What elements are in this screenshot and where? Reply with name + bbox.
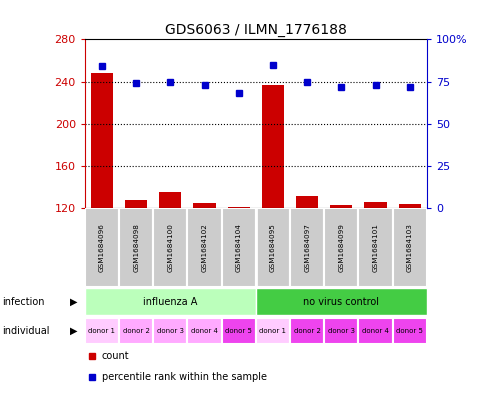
Bar bbox=[256, 318, 289, 344]
Bar bbox=[363, 202, 386, 208]
Bar bbox=[187, 318, 221, 344]
Bar bbox=[398, 204, 420, 208]
Bar bbox=[256, 288, 426, 315]
Bar bbox=[91, 73, 113, 208]
Bar bbox=[289, 208, 323, 287]
Bar bbox=[330, 205, 352, 208]
Text: donor 5: donor 5 bbox=[395, 328, 422, 334]
Bar bbox=[358, 208, 392, 287]
Text: GSM1684101: GSM1684101 bbox=[372, 223, 378, 272]
Text: GSM1684102: GSM1684102 bbox=[201, 223, 207, 272]
Text: GSM1684098: GSM1684098 bbox=[133, 223, 139, 272]
Text: influenza A: influenza A bbox=[143, 297, 197, 307]
Text: GSM1684097: GSM1684097 bbox=[303, 223, 309, 272]
Text: GSM1684103: GSM1684103 bbox=[406, 223, 412, 272]
Text: donor 3: donor 3 bbox=[327, 328, 354, 334]
Text: donor 2: donor 2 bbox=[293, 328, 320, 334]
Bar bbox=[119, 208, 153, 287]
Bar bbox=[324, 318, 358, 344]
Text: donor 1: donor 1 bbox=[88, 328, 115, 334]
Bar bbox=[256, 208, 289, 287]
Text: individual: individual bbox=[2, 326, 50, 336]
Text: GSM1684095: GSM1684095 bbox=[270, 223, 275, 272]
Text: GSM1684100: GSM1684100 bbox=[167, 223, 173, 272]
Title: GDS6063 / ILMN_1776188: GDS6063 / ILMN_1776188 bbox=[165, 23, 346, 37]
Text: ▶: ▶ bbox=[70, 297, 77, 307]
Text: count: count bbox=[102, 351, 129, 361]
Bar bbox=[125, 200, 147, 208]
Text: donor 2: donor 2 bbox=[122, 328, 149, 334]
Bar bbox=[227, 207, 249, 208]
Text: donor 1: donor 1 bbox=[259, 328, 286, 334]
Bar bbox=[221, 318, 256, 344]
Bar bbox=[85, 208, 119, 287]
Bar bbox=[85, 318, 119, 344]
Bar bbox=[159, 193, 181, 208]
Bar bbox=[392, 208, 426, 287]
Text: ▶: ▶ bbox=[70, 326, 77, 336]
Bar bbox=[392, 318, 426, 344]
Text: infection: infection bbox=[2, 297, 45, 307]
Text: GSM1684104: GSM1684104 bbox=[235, 223, 241, 272]
Bar bbox=[324, 208, 358, 287]
Bar bbox=[187, 208, 221, 287]
Bar bbox=[289, 318, 323, 344]
Text: no virus control: no virus control bbox=[302, 297, 378, 307]
Bar bbox=[153, 208, 187, 287]
Text: donor 4: donor 4 bbox=[191, 328, 217, 334]
Bar bbox=[221, 208, 256, 287]
Text: donor 3: donor 3 bbox=[156, 328, 183, 334]
Bar bbox=[153, 318, 187, 344]
Text: GSM1684099: GSM1684099 bbox=[338, 223, 344, 272]
Bar bbox=[85, 288, 256, 315]
Bar bbox=[358, 318, 392, 344]
Bar bbox=[193, 203, 215, 208]
Text: GSM1684096: GSM1684096 bbox=[99, 223, 105, 272]
Bar bbox=[295, 196, 318, 208]
Text: donor 4: donor 4 bbox=[362, 328, 388, 334]
Text: donor 5: donor 5 bbox=[225, 328, 252, 334]
Bar bbox=[261, 85, 284, 208]
Text: percentile rank within the sample: percentile rank within the sample bbox=[102, 372, 266, 382]
Bar bbox=[119, 318, 153, 344]
